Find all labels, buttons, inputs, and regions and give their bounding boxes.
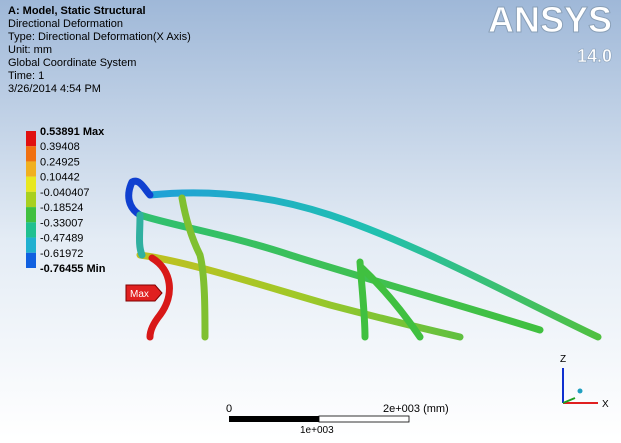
legend-label: 0.53891 Max xyxy=(40,126,105,138)
x-label: X xyxy=(602,399,609,410)
z-label: Z xyxy=(560,354,566,365)
page: A: Model, Static Structural Directional … xyxy=(0,0,621,443)
legend-label: 0.39408 xyxy=(40,141,80,153)
legend-label: -0.76455 Min xyxy=(40,263,106,275)
legend-label: -0.47489 xyxy=(40,233,83,245)
logo-version: 14.0 xyxy=(577,46,612,66)
scale-middle: 1e+003 xyxy=(300,425,334,436)
probe-label: Max xyxy=(130,289,149,300)
viewport: A: Model, Static Structural Directional … xyxy=(0,0,621,438)
legend-swatch xyxy=(26,146,36,161)
header-line: Global Coordinate System xyxy=(8,57,136,69)
legend-label: -0.33007 xyxy=(40,217,83,229)
header-line: Type: Directional Deformation(X Axis) xyxy=(8,31,191,43)
left-link xyxy=(140,215,143,255)
legend-label: -0.040407 xyxy=(40,187,90,199)
legend-swatch xyxy=(26,192,36,207)
legend-label: -0.61972 xyxy=(40,248,83,260)
header-line: 3/26/2014 4:54 PM xyxy=(8,83,101,95)
legend-swatch xyxy=(26,161,36,176)
scale-segment xyxy=(229,416,319,422)
legend-swatch xyxy=(26,207,36,222)
scale-end: 2e+003 (mm) xyxy=(383,403,449,415)
header-title: A: Model, Static Structural xyxy=(8,5,146,17)
probe: Max xyxy=(126,285,162,301)
header-line: Directional Deformation xyxy=(8,18,123,30)
header-line: Time: 1 xyxy=(8,70,44,82)
legend-swatch xyxy=(26,131,36,146)
logo-name: ANSYS xyxy=(488,0,612,40)
legend-swatch xyxy=(26,222,36,237)
legend-swatch xyxy=(26,253,36,268)
legend-swatch xyxy=(26,238,36,253)
legend-label: -0.18524 xyxy=(40,202,83,214)
scale-start: 0 xyxy=(226,403,232,415)
header-line: Unit: mm xyxy=(8,44,52,56)
triad-dot xyxy=(578,389,583,394)
scale-segment xyxy=(319,416,409,422)
legend-label: 0.24925 xyxy=(40,156,80,168)
legend-swatch xyxy=(26,177,36,192)
legend-label: 0.10442 xyxy=(40,172,80,184)
